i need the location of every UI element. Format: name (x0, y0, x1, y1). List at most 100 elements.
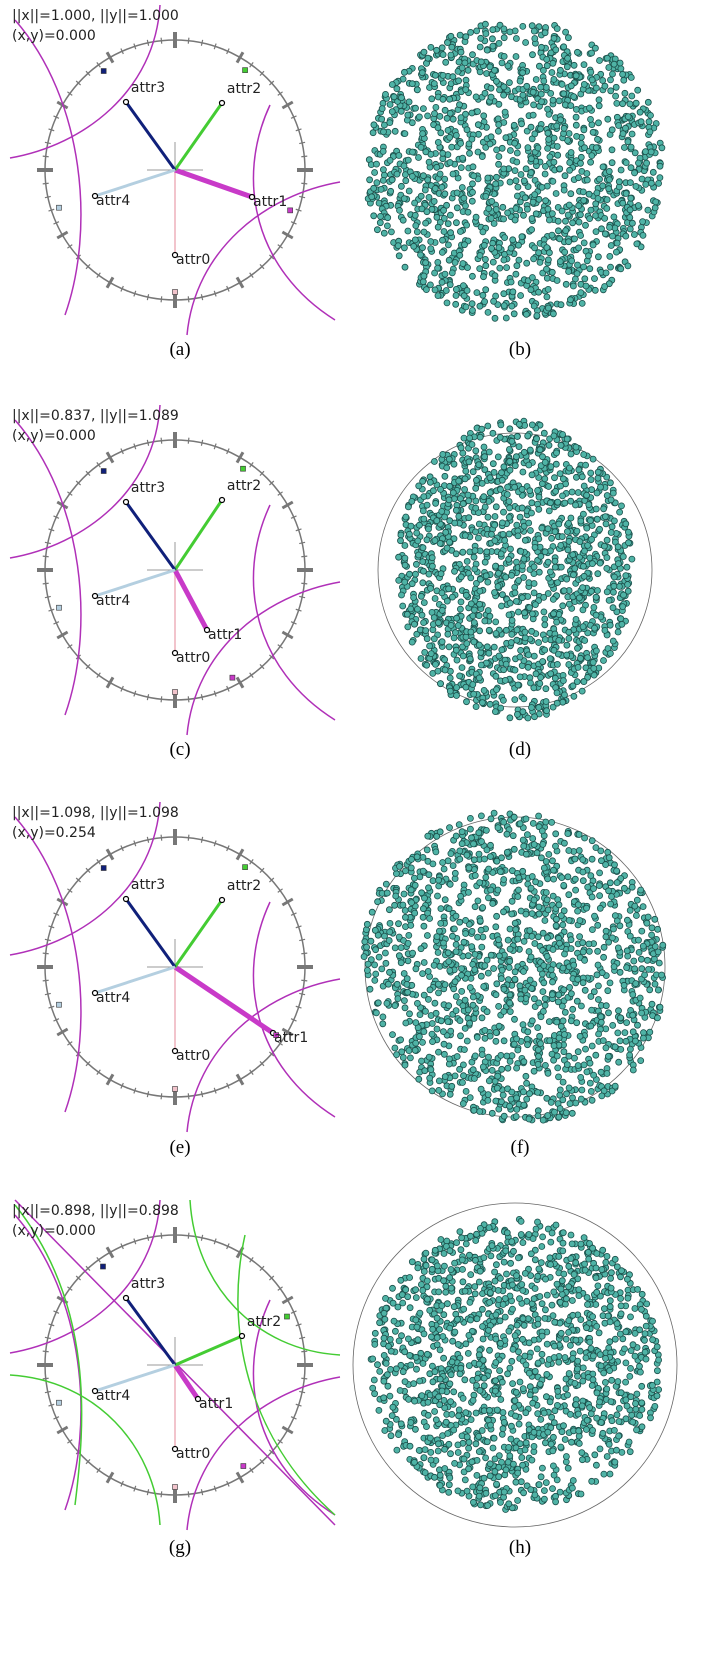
point (511, 919, 519, 927)
point (563, 63, 571, 71)
dial-tick (85, 263, 91, 270)
point (626, 100, 634, 108)
point (528, 499, 536, 507)
point (431, 185, 439, 192)
point (495, 652, 503, 660)
point (580, 126, 588, 134)
point (574, 644, 581, 652)
dial-tick (120, 48, 124, 55)
point (469, 681, 477, 688)
point (521, 421, 529, 429)
point (412, 104, 419, 112)
point (565, 661, 573, 668)
point (471, 903, 479, 911)
point (618, 502, 625, 510)
point (520, 1058, 528, 1066)
point (555, 901, 563, 909)
attr-label: attr0 (176, 1446, 210, 1462)
point (428, 562, 436, 570)
point (578, 299, 586, 307)
point (391, 1002, 399, 1009)
point (569, 1005, 577, 1013)
point (572, 121, 580, 129)
point (439, 236, 446, 244)
point (451, 629, 459, 636)
point (423, 846, 431, 854)
point (620, 591, 627, 599)
point (622, 124, 629, 132)
dial-tick (290, 221, 297, 225)
point (617, 65, 625, 72)
point (532, 601, 539, 608)
point (447, 1027, 455, 1035)
point (487, 84, 495, 92)
point (651, 915, 659, 923)
point (615, 178, 623, 186)
point (506, 28, 514, 36)
point (424, 968, 432, 975)
point (553, 25, 561, 33)
attr-label: attr3 (131, 480, 165, 496)
point (414, 537, 422, 545)
point (581, 547, 588, 555)
point (461, 1025, 469, 1032)
point (503, 491, 511, 498)
point (587, 872, 595, 879)
point (607, 496, 615, 504)
point (594, 921, 602, 929)
point (408, 497, 416, 505)
point (481, 1027, 489, 1034)
point (452, 285, 460, 293)
point (446, 281, 454, 289)
point (435, 876, 443, 884)
point (551, 474, 558, 482)
point (515, 256, 523, 264)
point (469, 1066, 477, 1074)
point (500, 91, 508, 99)
point (642, 148, 649, 156)
dial-tick (48, 128, 55, 132)
point (441, 270, 449, 278)
point (583, 1068, 591, 1076)
dial-tick (187, 696, 190, 703)
point (444, 857, 452, 865)
point (628, 130, 636, 138)
point (522, 1072, 530, 1080)
point (587, 1088, 595, 1095)
point (435, 989, 442, 997)
dial-tick (235, 676, 245, 689)
point (439, 450, 447, 458)
point (554, 1064, 562, 1072)
point (656, 174, 664, 182)
point (513, 158, 521, 166)
point (424, 112, 432, 120)
point (516, 820, 524, 827)
point (425, 871, 433, 879)
point (551, 557, 559, 565)
point (438, 248, 446, 256)
point (531, 130, 539, 138)
point (467, 600, 475, 608)
dial-tick (299, 992, 306, 996)
point (449, 170, 457, 178)
point (462, 86, 470, 93)
point (609, 637, 617, 645)
point (395, 577, 403, 584)
dial-tick (75, 80, 82, 86)
point (513, 35, 520, 42)
point (420, 567, 427, 575)
point (413, 86, 421, 94)
point (402, 177, 410, 185)
point (492, 1029, 500, 1036)
point (470, 856, 478, 864)
point (458, 840, 466, 848)
point (567, 82, 575, 90)
point (494, 115, 502, 123)
point (541, 646, 549, 654)
point (495, 100, 503, 108)
point (513, 433, 521, 440)
point (500, 818, 508, 826)
point (654, 1014, 661, 1022)
point (514, 711, 521, 718)
